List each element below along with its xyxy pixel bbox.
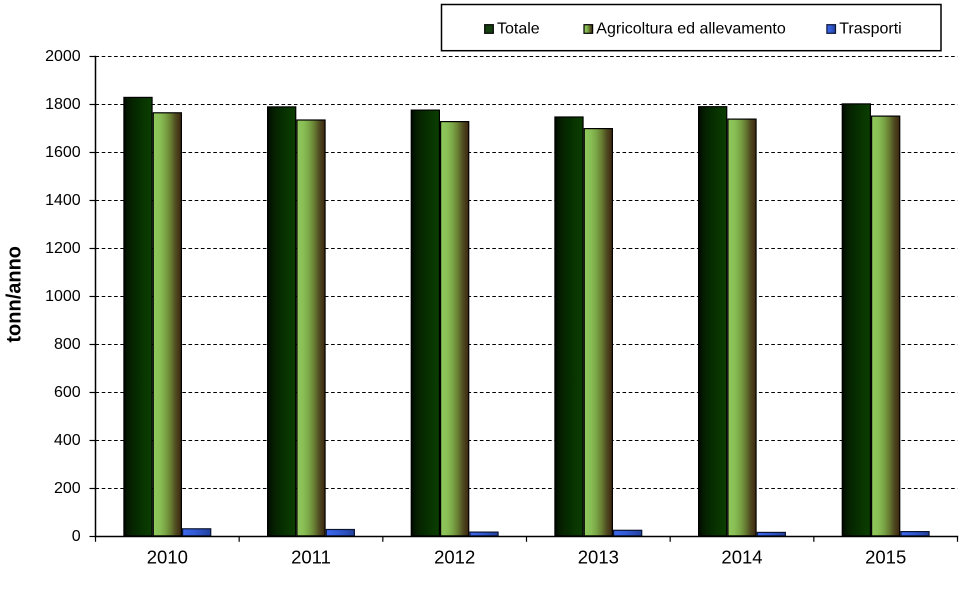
svg-text:1000: 1000 (45, 288, 81, 305)
svg-text:0: 0 (72, 528, 81, 545)
svg-text:Trasporti: Trasporti (839, 21, 902, 38)
svg-text:1600: 1600 (45, 144, 81, 161)
svg-text:1800: 1800 (45, 96, 81, 113)
svg-text:800: 800 (54, 336, 81, 353)
svg-text:Totale: Totale (497, 21, 540, 38)
svg-text:2015: 2015 (865, 547, 906, 568)
svg-text:2000: 2000 (45, 48, 81, 65)
svg-text:200: 200 (54, 480, 81, 497)
svg-text:Agricoltura ed allevamento: Agricoltura ed allevamento (596, 21, 786, 38)
svg-text:2012: 2012 (434, 547, 475, 568)
svg-text:400: 400 (54, 432, 81, 449)
svg-text:2013: 2013 (578, 547, 619, 568)
svg-text:600: 600 (54, 384, 81, 401)
svg-text:2010: 2010 (147, 547, 188, 568)
svg-text:1400: 1400 (45, 192, 81, 209)
svg-text:2014: 2014 (721, 547, 762, 568)
svg-text:1200: 1200 (45, 240, 81, 257)
svg-text:tonn/anno: tonn/anno (4, 246, 26, 343)
svg-text:2011: 2011 (291, 547, 331, 568)
